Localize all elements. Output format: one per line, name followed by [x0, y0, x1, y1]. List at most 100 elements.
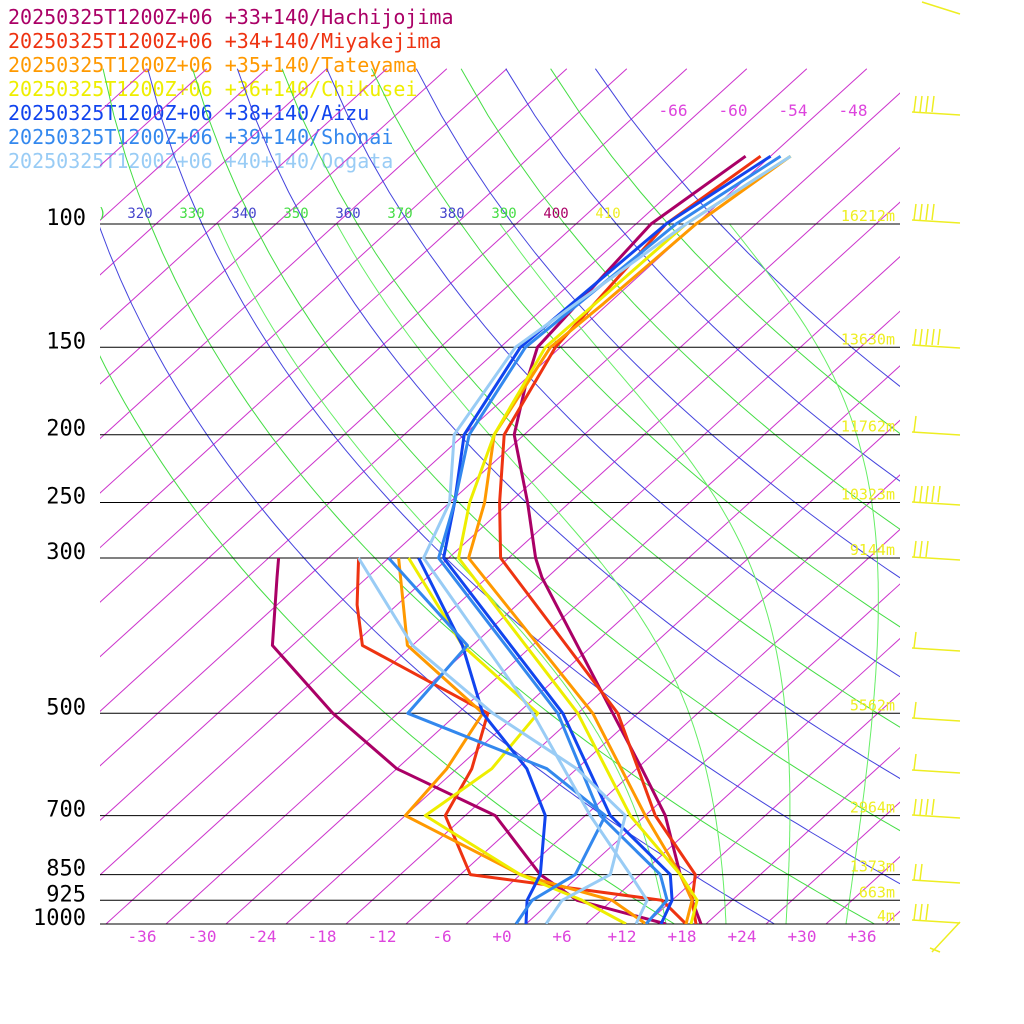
dry-adiabat-line	[192, 68, 900, 832]
dry-adiabat-line	[102, 68, 875, 924]
wind-barb	[911, 631, 961, 652]
theta-label-partial: )	[98, 206, 106, 222]
temperature-tick-label: -36	[128, 927, 157, 946]
temperature-tick-label: -18	[308, 927, 337, 946]
isotherm-line	[345, 419, 900, 924]
dry-adiabat-line	[505, 68, 900, 482]
dry-adiabat-line	[326, 68, 900, 678]
temperature-tick-label: -24	[248, 927, 277, 946]
temperature-line	[442, 154, 772, 924]
theta-label: 330	[179, 206, 204, 222]
pressure-label: 850	[46, 857, 86, 882]
dewpoint-line	[357, 557, 627, 924]
theta-label: 400	[543, 206, 568, 222]
wind-barb	[911, 701, 961, 722]
isotherm-line	[645, 692, 900, 924]
isotherm-line	[165, 256, 900, 924]
temperature-tick-label: +36	[848, 927, 877, 946]
temperature-tick-label: -6	[432, 927, 451, 946]
profiles-layer	[270, 154, 792, 924]
dry-adiabat-line	[281, 68, 900, 728]
height-label: 10323m	[841, 486, 895, 504]
height-label: 4m	[877, 907, 895, 925]
temperature-tick-label: +18	[668, 927, 697, 946]
theta-label: 320	[127, 206, 152, 222]
pressure-label: 150	[46, 329, 86, 354]
isotherm-label: -54	[779, 101, 808, 120]
legend-entry: 20250325T1200Z+06 +40+140/Oogata	[8, 149, 394, 173]
dry-adiabat-line	[371, 68, 900, 628]
isotherm-line	[100, 68, 688, 603]
temperature-tick-label: +6	[552, 927, 571, 946]
height-label: 16212m	[841, 207, 895, 225]
isotherm-line	[100, 68, 208, 167]
theta-label: 360	[335, 206, 360, 222]
dewpoint-line	[417, 557, 547, 924]
isotherm-line	[765, 801, 900, 924]
isotherm-line	[100, 68, 808, 712]
isotherm-line	[100, 146, 900, 876]
legend-entry: 20250325T1200Z+06 +36+140/Chikusei	[8, 77, 418, 101]
legend-entry: 20250325T1200Z+06 +33+140/Hachijojima	[8, 5, 454, 29]
height-label: 2964m	[850, 799, 895, 817]
temperature-line	[467, 154, 792, 924]
legend-entry: 20250325T1200Z+06 +39+140/Shonai	[8, 125, 394, 149]
theta-label: 380	[439, 206, 464, 222]
temperature-tick-label: +30	[788, 927, 817, 946]
wind-barb	[921, 1, 961, 15]
wind-barb	[911, 485, 961, 506]
isotherm-line	[100, 68, 268, 222]
isotherm-label: -48	[839, 101, 868, 120]
wind-barb	[911, 415, 961, 436]
isotherm-line	[465, 528, 900, 924]
pressure-label: 1000	[33, 906, 86, 931]
wind-barb	[911, 903, 961, 924]
isotherm-line	[100, 68, 448, 385]
legend: 20250325T1200Z+06 +33+140/Hachijojima 202…	[8, 5, 454, 173]
temperature-tick-label: -12	[368, 927, 397, 946]
pressure-label: 500	[46, 695, 86, 720]
moist-adiabat-line	[729, 223, 879, 924]
theta-label: 410	[595, 206, 620, 222]
isotherm-line	[100, 68, 388, 331]
isotherm-line	[225, 310, 900, 924]
isotherm-line	[100, 68, 628, 549]
pressure-label: 100	[46, 206, 86, 231]
pressure-label: 300	[46, 540, 86, 565]
legend-entry: 20250325T1200Z+06 +34+140/Miyakejima	[8, 29, 442, 53]
dewpoint-line	[397, 557, 647, 924]
height-label: 5562m	[850, 696, 895, 714]
height-label: 663m	[859, 883, 895, 901]
isotherm-line	[946, 69, 1024, 924]
theta-label: 340	[231, 206, 256, 222]
dewpoint-line	[387, 556, 607, 924]
temperature-line	[512, 154, 747, 924]
theta-label: 370	[387, 206, 412, 222]
temperature-tick-label: +12	[608, 927, 637, 946]
temperature-line	[437, 154, 782, 924]
theta-label: 390	[491, 206, 516, 222]
isotherm-line	[100, 68, 328, 276]
isotherm-line	[100, 68, 748, 658]
dry-adiabat-line	[100, 226, 775, 924]
isotherm-label: -60	[719, 101, 748, 120]
isotherm-line	[885, 910, 900, 924]
dry-adiabat-line	[415, 68, 900, 579]
height-label: 13630m	[841, 330, 895, 348]
isotherm-line	[105, 201, 900, 924]
isotherm-line	[100, 68, 568, 494]
isotherm-line	[285, 365, 900, 924]
theta-label: 350	[283, 206, 308, 222]
moist-adiabat-line	[217, 223, 667, 924]
wind-barb	[911, 798, 961, 819]
temperature-tick-label: +0	[492, 927, 511, 946]
height-label: 1373m	[850, 858, 895, 876]
dry-adiabat-line	[236, 68, 900, 780]
wind-barb	[911, 328, 961, 349]
temperature-tick-label: +24	[728, 927, 757, 946]
height-label: 9144m	[850, 541, 895, 559]
pressure-label: 200	[46, 417, 86, 442]
temperature-line	[457, 154, 792, 924]
wind-barb	[911, 863, 961, 884]
grid-layer	[100, 68, 1024, 924]
